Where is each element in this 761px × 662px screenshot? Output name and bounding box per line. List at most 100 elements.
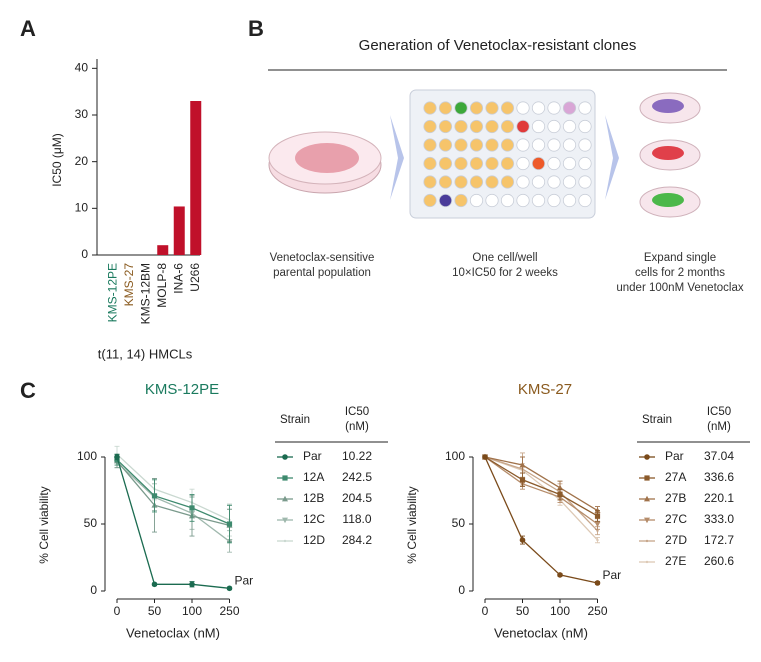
x-axis-label: t(11, 14) HMCLs: [98, 346, 193, 361]
well: [454, 101, 468, 115]
point: [645, 539, 649, 543]
legend-header: Strain: [279, 414, 311, 426]
x-tick-label: MOLP-8: [155, 263, 169, 308]
point: [226, 521, 233, 527]
dishes: [639, 92, 701, 218]
arrow: [390, 115, 404, 200]
x-tick-label: 250: [587, 604, 607, 618]
well: [516, 101, 530, 115]
y-tick-label: 10: [75, 201, 89, 215]
x-tick-label: KMS-12PE: [105, 263, 119, 322]
legend-label: 12A: [303, 470, 324, 484]
well: [500, 156, 515, 171]
legend-label: 12B: [303, 491, 324, 505]
well: [516, 156, 530, 171]
point: [482, 454, 488, 460]
point: [644, 495, 650, 502]
y-tick-label: 0: [81, 247, 88, 261]
well: [454, 119, 468, 134]
well: [485, 101, 499, 115]
well: [562, 156, 577, 171]
arrow: [605, 115, 619, 200]
well: [423, 193, 437, 208]
x-tick-label: 0: [114, 604, 121, 618]
point: [645, 560, 649, 564]
line: [484, 456, 598, 584]
legend-value: 37.04: [704, 449, 734, 463]
point: [151, 493, 158, 499]
legend-value: 260.6: [704, 554, 734, 568]
well: [469, 193, 484, 208]
well: [547, 101, 561, 115]
well: [516, 119, 530, 134]
series: [482, 452, 600, 536]
legend-value: 242.5: [342, 470, 372, 484]
panel-label: B: [248, 16, 264, 41]
panel-label: A: [20, 16, 36, 41]
point: [282, 517, 288, 524]
point: [114, 454, 120, 460]
legend-value: 172.7: [704, 533, 734, 547]
point: [283, 539, 287, 543]
point: [189, 505, 195, 511]
series: [482, 454, 601, 586]
y-tick-label: 50: [84, 516, 98, 530]
well: [469, 138, 484, 152]
y-tick-label: 50: [452, 516, 466, 530]
well: [547, 175, 561, 189]
y-axis-label: % Cell viability: [405, 486, 419, 563]
well: [578, 119, 592, 134]
well: [485, 193, 499, 208]
y-tick-label: 100: [445, 449, 465, 463]
point: [644, 517, 650, 524]
annotation: Par: [235, 573, 254, 587]
legend-value: 118.0: [342, 512, 371, 526]
well: [578, 101, 592, 115]
well: [516, 193, 530, 208]
chart-title: KMS-27: [518, 381, 572, 398]
point: [519, 537, 526, 543]
point: [644, 475, 650, 481]
legend-value: 220.1: [704, 491, 734, 505]
well: [454, 156, 468, 171]
point: [644, 454, 650, 460]
chart-title: KMS-12PE: [145, 381, 219, 398]
well: [562, 101, 577, 115]
well: [531, 138, 546, 152]
well: [423, 156, 437, 171]
line: [484, 456, 598, 525]
series: [114, 445, 232, 537]
well: [547, 193, 561, 208]
line: [116, 453, 230, 521]
legend-label: 27E: [665, 554, 686, 568]
well: [454, 193, 468, 208]
well: [578, 138, 592, 152]
diagram-title: Generation of Venetoclax-resistant clone…: [358, 37, 637, 54]
point: [519, 477, 526, 483]
y-tick-label: 40: [75, 61, 89, 75]
y-axis-label: IC50 (μM): [50, 133, 64, 187]
legend-value: 284.2: [342, 533, 372, 547]
well: [547, 119, 561, 134]
point: [557, 572, 563, 578]
well: [485, 156, 499, 171]
well: [500, 101, 515, 115]
legend-label: 12C: [303, 512, 325, 526]
well: [531, 175, 546, 189]
well: [485, 138, 499, 152]
x-tick-label: 250: [219, 604, 239, 618]
line: [116, 461, 230, 542]
series: [482, 454, 601, 522]
bar: [157, 245, 169, 255]
point: [282, 495, 288, 502]
legend-header: IC50 (nM): [706, 406, 732, 433]
y-tick-label: 0: [458, 583, 465, 597]
well: [438, 138, 453, 152]
legend-value: 204.5: [342, 491, 372, 505]
panel-label: C: [20, 378, 36, 403]
point: [594, 580, 601, 586]
point: [151, 581, 158, 588]
step-caption: Expand single cells for 2 months under 1…: [616, 252, 744, 294]
